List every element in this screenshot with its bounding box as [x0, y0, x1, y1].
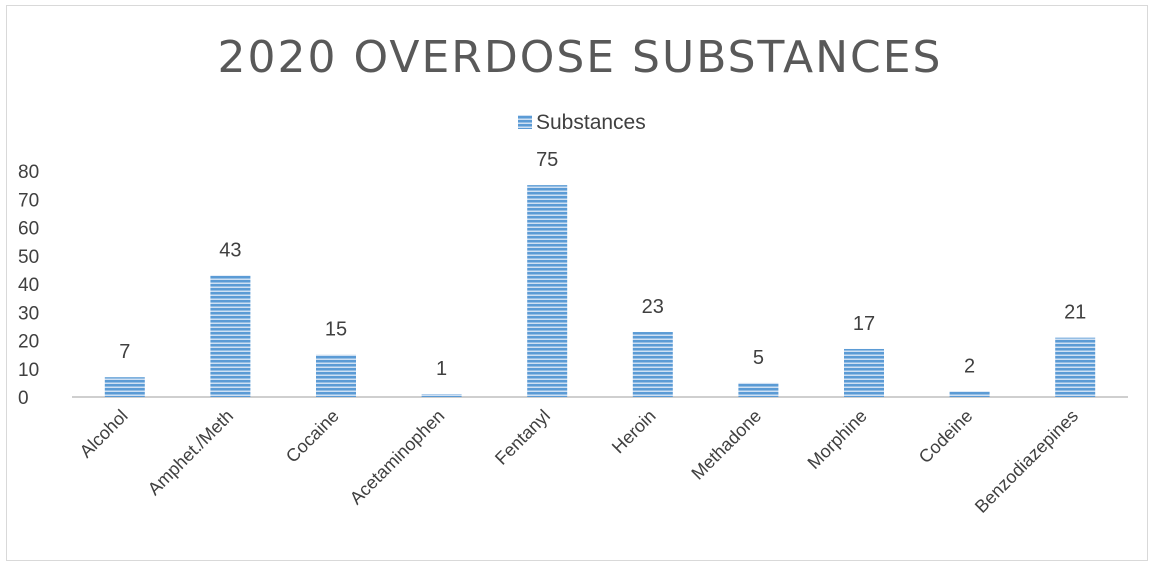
data-label: 5 — [753, 347, 764, 369]
bar-acetaminophen — [421, 394, 462, 397]
data-label: 7 — [119, 341, 130, 363]
data-label: 1 — [436, 358, 447, 380]
bar-heroin — [632, 332, 673, 397]
y-tick-label: 30 — [18, 303, 39, 324]
x-tick-label: Fentanyl — [491, 406, 554, 469]
y-tick-label: 70 — [18, 190, 39, 211]
data-label: 2 — [964, 355, 975, 377]
bar-amphet-meth — [210, 275, 251, 397]
bar-benzodiazepines — [1055, 337, 1096, 397]
data-label: 23 — [642, 296, 664, 318]
data-label: 17 — [853, 313, 875, 335]
y-tick-label: 10 — [18, 360, 39, 381]
data-label: 75 — [536, 149, 558, 171]
x-tick-label: Acetaminophen — [346, 406, 449, 509]
legend: Substances — [518, 111, 646, 134]
y-tick-label: 80 — [18, 162, 39, 183]
x-tick-label: Morphine — [804, 406, 871, 473]
x-tick-label: Cocaine — [282, 406, 343, 467]
x-tick-label: Alcohol — [76, 406, 132, 462]
data-label: 21 — [1064, 302, 1086, 324]
y-tick-label: 20 — [18, 332, 39, 353]
legend-swatch — [518, 115, 532, 129]
x-tick-label: Benzodiazepines — [971, 406, 1082, 517]
x-tick-label: Codeine — [915, 406, 977, 468]
x-tick-label: Heroin — [608, 406, 660, 458]
data-label: 15 — [325, 319, 347, 341]
x-tick-label: Methadone — [687, 406, 765, 484]
bar-morphine — [844, 348, 884, 397]
chart-frame — [6, 5, 1148, 561]
y-tick-label: 60 — [18, 219, 39, 240]
data-label: 43 — [219, 240, 241, 262]
legend-label: Substances — [536, 111, 646, 134]
chart-title: 2020 OVERDOSE SUBSTANCES — [218, 32, 943, 83]
x-tick-label: Amphet./Meth — [144, 406, 237, 499]
bar-fentanyl — [527, 185, 568, 397]
bar-cocaine — [316, 354, 356, 397]
y-tick-label: 0 — [18, 388, 29, 409]
bar-methadone — [738, 382, 779, 397]
bar-codeine — [949, 391, 990, 397]
y-tick-label: 50 — [18, 247, 39, 268]
bar-alcohol — [104, 377, 145, 397]
y-tick-label: 40 — [18, 275, 39, 296]
